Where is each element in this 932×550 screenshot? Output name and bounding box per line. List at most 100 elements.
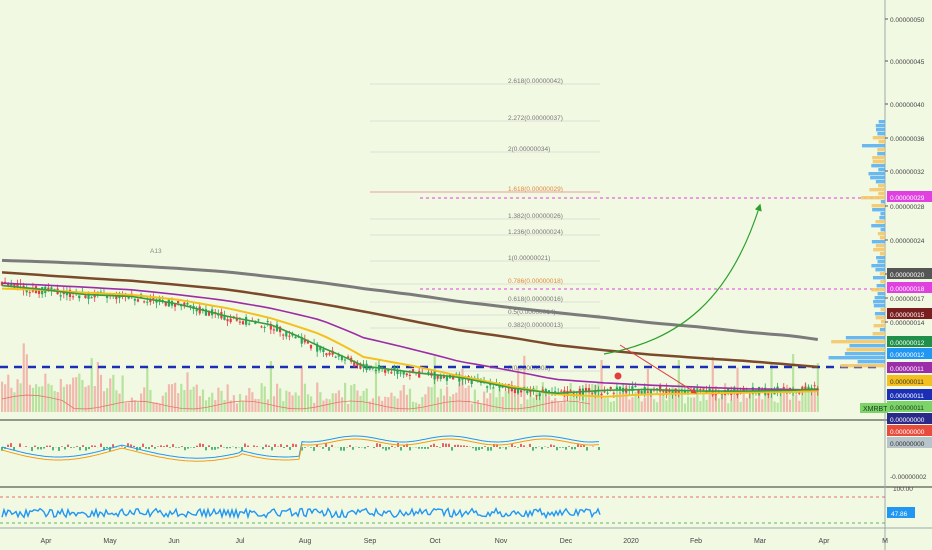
candle-body bbox=[238, 321, 242, 323]
volume-bar bbox=[424, 394, 427, 412]
macd-histogram-bar bbox=[439, 447, 441, 448]
macd-histogram-bar bbox=[37, 447, 39, 450]
candle-body bbox=[356, 363, 359, 366]
candle-body bbox=[436, 375, 439, 379]
volume-bar bbox=[498, 388, 501, 412]
x-tick-label: Jul bbox=[236, 538, 245, 545]
macd-histogram-bar bbox=[208, 445, 210, 447]
macd-histogram-bar bbox=[148, 447, 150, 450]
volume-bar bbox=[242, 401, 245, 412]
y-tick-label: 0.00000045 bbox=[890, 59, 925, 66]
price-label-text: 0.00000011 bbox=[890, 366, 924, 373]
price-label-text: 0.00000020 bbox=[890, 272, 925, 279]
volume-bar bbox=[402, 384, 405, 412]
candle-body bbox=[659, 385, 662, 392]
volume-bar bbox=[50, 385, 53, 412]
volume-bar bbox=[306, 394, 310, 412]
candle-body bbox=[133, 298, 136, 301]
macd-histogram-bar bbox=[130, 444, 132, 447]
volume-profile-bar bbox=[877, 148, 885, 152]
fib-level-label: 1.236(0.00000024) bbox=[508, 229, 563, 236]
volume-bar bbox=[569, 383, 572, 412]
volume-bar bbox=[276, 383, 279, 412]
volume-bar bbox=[331, 393, 334, 412]
volume-bar bbox=[127, 402, 130, 412]
macd-histogram-bar bbox=[49, 445, 51, 447]
candle-body bbox=[105, 295, 109, 298]
macd-histogram-bar bbox=[400, 447, 402, 451]
volume-bar bbox=[297, 395, 300, 412]
price-label-text: 0.00000012 bbox=[890, 352, 925, 359]
candle-body bbox=[149, 299, 152, 302]
candle-body bbox=[535, 395, 538, 397]
macd-histogram-bar bbox=[451, 447, 453, 451]
macd-histogram-bar bbox=[145, 447, 147, 449]
macd-histogram-bar bbox=[88, 447, 90, 449]
volume-profile-bar bbox=[878, 184, 885, 188]
x-tick-label: Apr bbox=[41, 538, 53, 545]
volume-bar bbox=[575, 392, 578, 412]
volume-bar bbox=[96, 362, 99, 412]
macd-histogram-bar bbox=[19, 443, 21, 447]
volume-bar bbox=[245, 395, 248, 412]
price-label-tag bbox=[887, 348, 932, 359]
macd-histogram-bar bbox=[247, 445, 249, 447]
volume-bar bbox=[174, 382, 177, 412]
macd-histogram-bar bbox=[184, 447, 186, 451]
volume-bar bbox=[282, 401, 285, 412]
volume-bar bbox=[322, 400, 325, 412]
macd-histogram-bar bbox=[61, 446, 63, 447]
y-tick-label: 0.00000024 bbox=[890, 238, 925, 245]
volume-profile-bar bbox=[871, 204, 885, 208]
volume-bar bbox=[195, 384, 198, 412]
volume-bar bbox=[1, 381, 4, 412]
macd-histogram-bar bbox=[7, 444, 9, 447]
macd-histogram-bar bbox=[382, 447, 384, 449]
rsi-line bbox=[1, 506, 601, 520]
macd-histogram-bar bbox=[463, 445, 465, 447]
macd-histogram-bar bbox=[373, 447, 375, 449]
macd-histogram-bar bbox=[520, 443, 522, 447]
volume-bar bbox=[198, 395, 201, 412]
volume-bar bbox=[758, 390, 761, 412]
candle-body bbox=[263, 326, 266, 328]
volume-profile-bar bbox=[880, 320, 885, 324]
volume-bar bbox=[461, 368, 464, 412]
macd-histogram-bar bbox=[274, 444, 276, 447]
volume-bar bbox=[625, 386, 628, 412]
price-label-text: 0.00000012 bbox=[890, 340, 925, 347]
macd-histogram-bar bbox=[541, 447, 543, 450]
volume-bar bbox=[652, 399, 656, 412]
volume-bar bbox=[87, 385, 90, 412]
volume-bar bbox=[699, 401, 702, 412]
candle-body bbox=[245, 317, 248, 325]
candle-body bbox=[442, 376, 445, 378]
y-tick-label: 0.00000036 bbox=[890, 136, 925, 143]
volume-bar bbox=[779, 388, 782, 412]
volume-bar bbox=[748, 393, 751, 412]
price-axis[interactable]: 0.00000050 0.00000045 0.00000040 0.00000036… bbox=[885, 17, 927, 493]
volume-bar bbox=[155, 402, 158, 412]
macd-histogram-bar bbox=[472, 447, 474, 449]
candle-body bbox=[47, 287, 50, 291]
volume-bar bbox=[78, 373, 81, 412]
macd-histogram-bar bbox=[73, 447, 75, 448]
price-label-tag bbox=[887, 375, 932, 386]
macd-histogram-bar bbox=[457, 444, 459, 447]
time-axis[interactable]: Apr May Jun Jul Aug Sep Oct Nov Dec 2020 Feb Mar Apr… bbox=[41, 538, 889, 545]
candle-body bbox=[439, 374, 442, 379]
volume-profile-bar bbox=[873, 304, 885, 308]
volume-profile-bar bbox=[870, 176, 885, 180]
volume-bar bbox=[751, 389, 755, 412]
volume-bar bbox=[84, 386, 87, 412]
macd-histogram-bar bbox=[199, 443, 201, 447]
moving-average-line bbox=[1, 287, 818, 398]
volume-bar bbox=[146, 366, 149, 412]
y-tick-label: 0.00000014 bbox=[890, 320, 925, 327]
volume-bar bbox=[609, 401, 612, 412]
macd-histogram-bar bbox=[235, 447, 237, 449]
panel-bg-0 bbox=[0, 0, 885, 420]
macd-value-text: 0.00000000 bbox=[890, 441, 925, 448]
volume-profile-bar bbox=[871, 240, 885, 244]
